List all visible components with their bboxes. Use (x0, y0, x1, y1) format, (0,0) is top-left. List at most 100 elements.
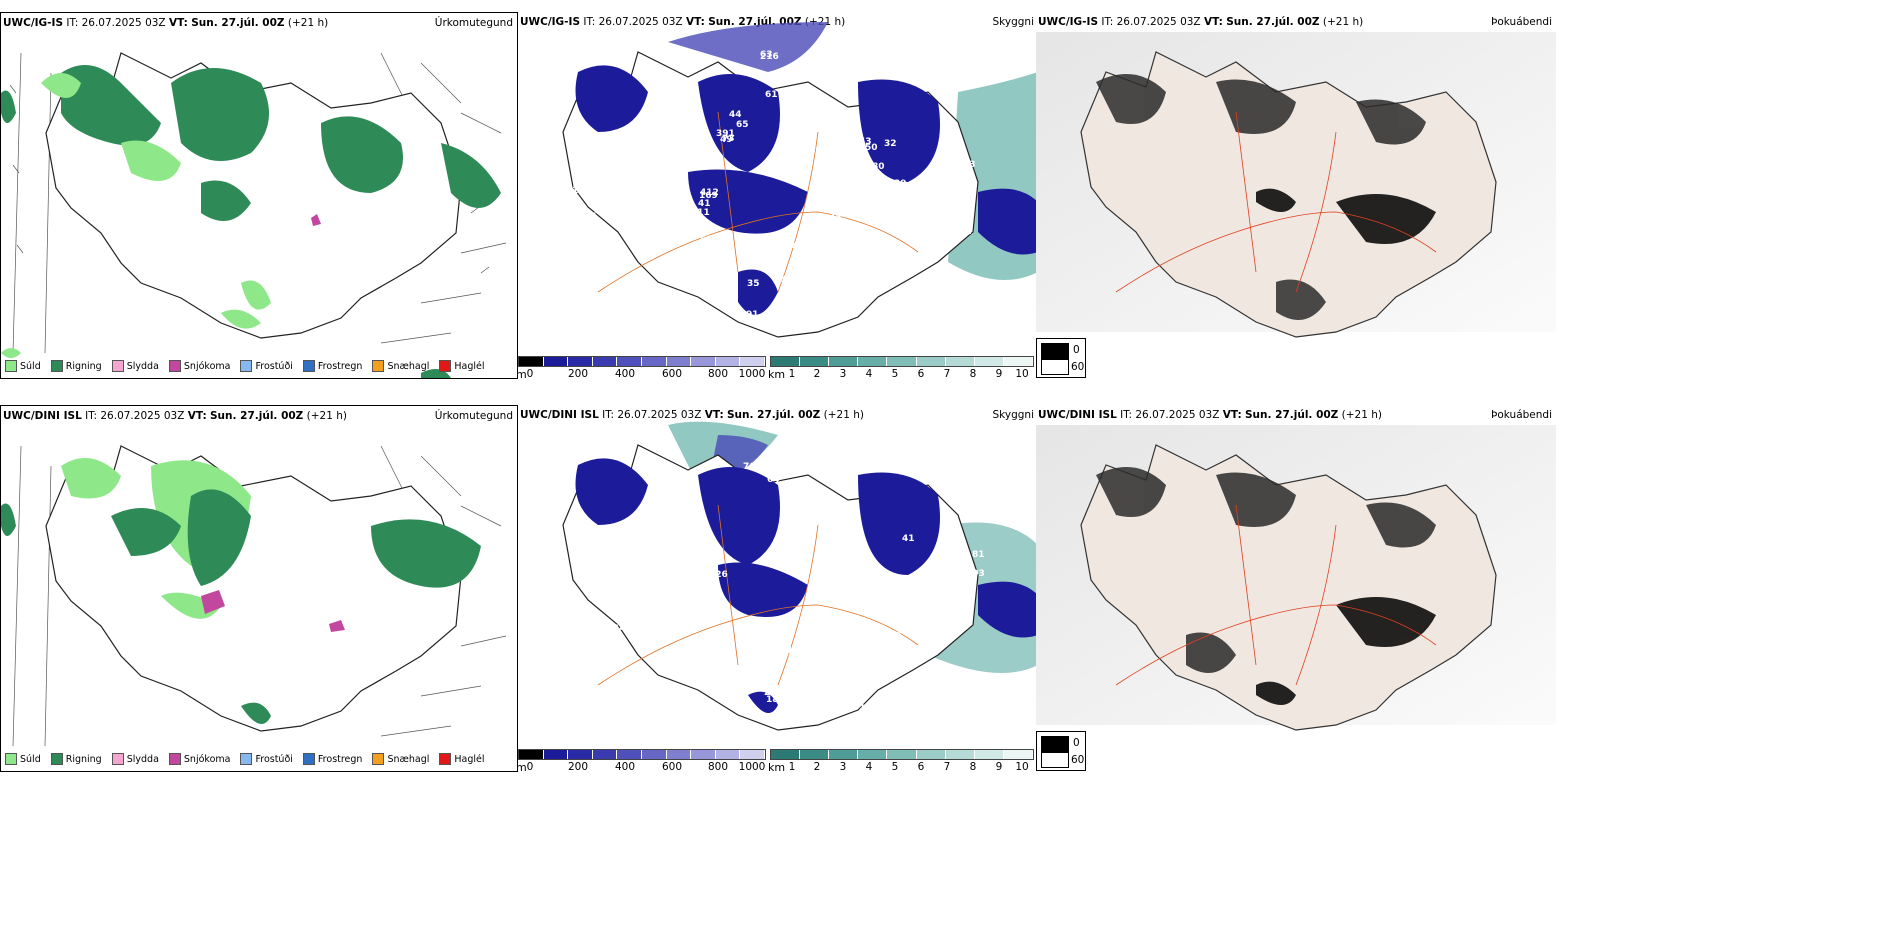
cloud-base-label: 83 (753, 670, 766, 680)
legend-item: Frostregn (302, 360, 362, 372)
cloud-base-label: 44 (729, 110, 742, 120)
cloud-base-label: 40 (663, 169, 676, 179)
cloud-base-label: 42 (804, 662, 817, 672)
low-cloud-areas (575, 458, 940, 713)
cloud-base-label: 284 (823, 215, 842, 225)
colorbar-tick: 10 (1015, 368, 1029, 379)
cloud-base-label: 32 (884, 139, 897, 149)
fog-map (1036, 32, 1556, 338)
cloud-base-label: 52 (910, 258, 923, 268)
rain-areas (1, 65, 501, 378)
colorbar-unit: km (768, 368, 786, 379)
cloud-base-label: 49 (720, 135, 733, 145)
cloud-base-label: 78 (881, 591, 894, 601)
legend-item: Frostúði (240, 360, 293, 372)
cloud-base-label: 34 (773, 276, 786, 286)
cloud-base-label: 90 (900, 601, 913, 611)
cloud-base-label: 50 (860, 278, 873, 288)
cloud-base-labels: 6064396150624754525640454376444042594241… (613, 446, 985, 712)
colorbar-tick: 200 (567, 368, 589, 379)
legend-item: Snæhagl (372, 360, 429, 372)
cloud-base-label: 55 (584, 212, 597, 222)
cloud-base-label: 51 (862, 276, 875, 286)
cloud-base-label: 391 (716, 129, 735, 139)
cloud-base-label: 71 (959, 227, 972, 237)
fog-dense-areas (1096, 74, 1436, 320)
colorbar-tick: 1 (788, 761, 796, 772)
cloud-base-label: 40 (810, 672, 823, 682)
panel-header: UWC/DINI ISL IT: 26.07.2025 03Z VT: Sun.… (3, 410, 348, 422)
cloud-base-label: 52 (716, 601, 729, 611)
cloud-base-label: 65 (736, 120, 749, 130)
product-name: Þokuábendi (1491, 16, 1552, 28)
cloud-base-label: 216 (760, 52, 779, 62)
legend-item: Súld (5, 753, 41, 765)
cloud-base-label: 45 (624, 188, 637, 198)
cloud-base-label: 43 (630, 549, 643, 559)
fog-map (1036, 425, 1556, 731)
panel-header: UWC/DINI ISL IT: 26.07.2025 03Z VT: Sun.… (520, 409, 865, 421)
colorbar-tick: 400 (614, 368, 636, 379)
cloud-base-label: 35 (747, 279, 760, 289)
colorbar-tick: 9 (995, 368, 1003, 379)
fog-key-high: 0 (1073, 344, 1080, 356)
colorbar-tick: 800 (707, 761, 729, 772)
cloud-base-label: 53 (859, 137, 872, 147)
cloud-base-label: 50 (794, 291, 807, 301)
colorbar-tick: 200 (567, 761, 589, 772)
cloud-base-label: 55 (947, 544, 960, 554)
cloud-base-label: 51 (700, 235, 713, 245)
cloud-base-label: 180 (766, 695, 785, 705)
cloud-base-label: 91 (746, 310, 759, 320)
colorbar-tick: 2 (813, 761, 821, 772)
fog-key: 0 60 (1036, 338, 1086, 378)
colorbar-tick: 4 (865, 368, 873, 379)
visibility-panel-row1: UWC/IG-IS IT: 26.07.2025 03Z VT: Sun. 27… (518, 12, 1036, 379)
colorbar-swatches (770, 749, 1034, 760)
precip-map (1, 445, 507, 747)
cloud-base-label: 39 (894, 179, 907, 189)
cloud-base-labels: 45 34 53 48 44 50 39 71 50 39 49 39 40 43 106 50 43 73 41 3… (570, 50, 976, 320)
precip-type-panel-row1: UWC/IG-IS IT: 26.07.2025 03Z VT: Sun. 27… (0, 12, 518, 379)
cloud-base-label: 34 (782, 238, 795, 248)
legend-item: Rigning (50, 360, 102, 372)
snow-area (329, 620, 345, 632)
roads (597, 504, 919, 686)
cloud-base-label: 45 (613, 595, 626, 605)
precip-type-legend: Súld Rigning Slydda Snjókoma Frostúði Fr… (5, 360, 485, 372)
cloud-base-label: 60 (892, 583, 905, 593)
cloud-base-label: 44 (805, 446, 818, 456)
cloud-base-label: 29 (764, 688, 777, 698)
colorbar-tick: 9 (995, 761, 1003, 772)
colorbar-tick: 0 (526, 761, 534, 772)
cloud-base-label: 106 (943, 216, 962, 226)
cloud-base-label: 50 (783, 241, 796, 251)
colorbar-tick: 8 (969, 368, 977, 379)
cloud-base-label: 88 (882, 189, 895, 199)
cloud-base-label: 113 (870, 237, 889, 247)
legend-item: Snjókoma (168, 360, 230, 372)
cloud-base-label: 162 (847, 569, 866, 579)
cloud-base-label: 54 (666, 132, 679, 142)
cloud-base-label: 80 (872, 162, 885, 172)
colorbar-tick: 1 (788, 368, 796, 379)
colorbar-tick: 600 (661, 368, 683, 379)
legend-item: Frostúði (240, 753, 293, 765)
colorbar-tick: 3 (839, 761, 847, 772)
panel-header: UWC/IG-IS IT: 26.07.2025 03Z VT: Sun. 27… (3, 17, 329, 29)
cloud-base-label: 103 (783, 531, 802, 541)
cloud-base-label: 61 (853, 702, 866, 712)
cloud-base-label: 62 (811, 643, 824, 653)
cloud-base-label: 43 (672, 115, 685, 125)
cloud-base-label: 42 (786, 644, 799, 654)
cloud-base-label: 73 (790, 496, 803, 506)
cloud-base-label: 65 (833, 534, 846, 544)
cloud-base-label: 64 (934, 596, 947, 606)
wind-barbs (9, 52, 507, 354)
visibility-colorbar: km 1 2 3 4 5 6 7 8 9 10 (768, 356, 1034, 379)
cloud-base-label: 89 (863, 639, 876, 649)
fog-key: 0 60 (1036, 731, 1086, 771)
colorbar-tick: 8 (969, 761, 977, 772)
cloud-base-label: 126 (709, 570, 728, 580)
cloud-base-label: 43 (963, 160, 976, 170)
